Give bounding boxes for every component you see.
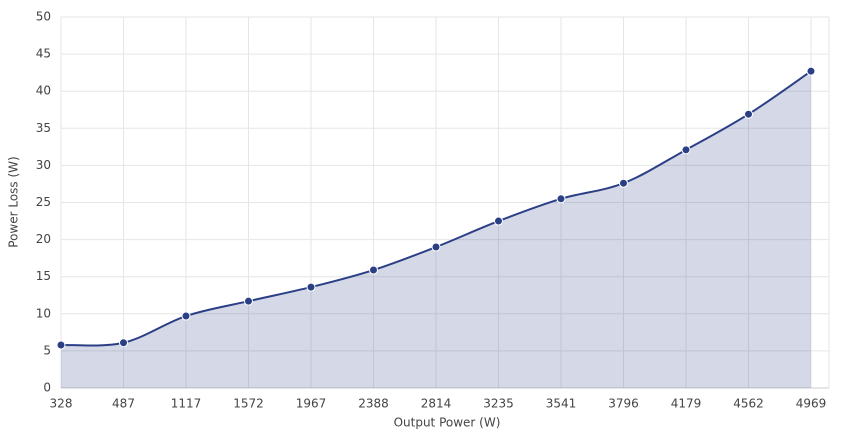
y-tick-label: 20 — [36, 232, 51, 246]
point — [181, 311, 191, 321]
y-tick-label: 0 — [43, 381, 51, 395]
point — [119, 338, 128, 348]
x-tick-label: 2814 — [421, 397, 452, 411]
x-tick-label: 1572 — [233, 397, 264, 411]
point — [306, 282, 316, 292]
point — [56, 340, 66, 350]
x-tick-label: 3541 — [546, 397, 577, 411]
y-axis-label: Power Loss (W) — [7, 156, 21, 247]
x-tick-label: 2388 — [358, 397, 389, 411]
point — [369, 265, 378, 275]
y-tick-label: 40 — [36, 84, 51, 98]
x-tick-label: 328 — [50, 397, 73, 411]
x-tick-label: 4179 — [671, 397, 702, 411]
point — [244, 296, 253, 306]
x-tick-label: 3235 — [483, 397, 514, 411]
area — [61, 71, 811, 388]
x-tick-label: 4562 — [733, 397, 764, 411]
y-tick-label: 45 — [36, 47, 51, 61]
point — [744, 109, 753, 119]
point — [431, 242, 441, 252]
y-tick-label: 10 — [36, 306, 51, 320]
point — [806, 66, 816, 76]
x-tick-label: 487 — [112, 397, 135, 411]
x-tick-label: 4969 — [796, 397, 827, 411]
point — [556, 194, 566, 204]
y-tick-label: 30 — [36, 158, 51, 172]
y-tick-label: 35 — [36, 121, 51, 135]
point — [681, 145, 691, 155]
point — [494, 216, 503, 226]
y-tick-label: 25 — [36, 195, 51, 209]
x-tick-label: 1117 — [171, 397, 202, 411]
x-axis-label: Output Power (W) — [394, 416, 501, 430]
x-tick-label: 3796 — [608, 397, 639, 411]
x-tick-label: 1967 — [296, 397, 327, 411]
y-tick-label: 5 — [43, 343, 51, 357]
y-tick-label: 15 — [36, 269, 51, 283]
point — [619, 178, 628, 188]
y-tick-label: 50 — [36, 10, 51, 24]
